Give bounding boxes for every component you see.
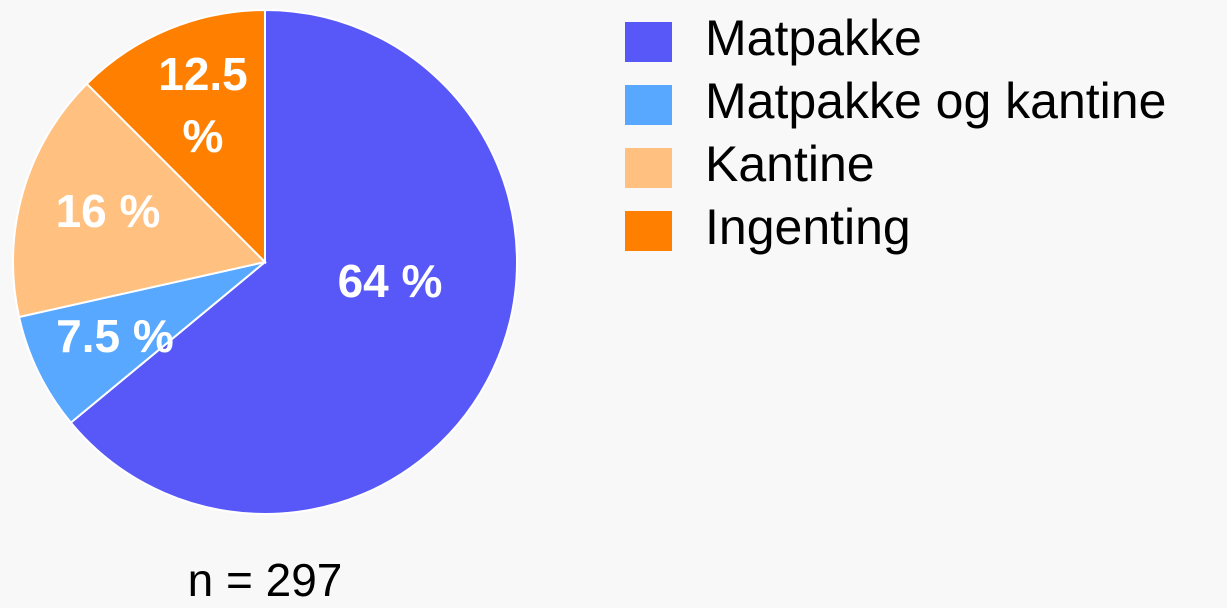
legend-swatch bbox=[625, 148, 672, 188]
pie-slice bbox=[69, 8, 518, 515]
data-label: 7.5 % bbox=[56, 310, 174, 362]
legend-swatch bbox=[625, 85, 672, 125]
pie-slice bbox=[17, 261, 266, 425]
pie-slice bbox=[12, 82, 267, 319]
legend-label: Matpakke bbox=[705, 10, 922, 66]
data-label: 12.5% bbox=[158, 48, 248, 162]
annotation: n = 297 bbox=[188, 554, 343, 606]
data-label: 16 % bbox=[56, 185, 161, 237]
legend-swatch bbox=[625, 22, 672, 62]
pie-slice bbox=[85, 8, 266, 265]
legend-swatch bbox=[625, 211, 672, 251]
legend-label: Kantine bbox=[705, 136, 875, 192]
legend-label: Ingenting bbox=[705, 199, 911, 255]
legend-label: Matpakke og kantine bbox=[705, 73, 1166, 129]
data-label: 64 % bbox=[338, 255, 443, 307]
